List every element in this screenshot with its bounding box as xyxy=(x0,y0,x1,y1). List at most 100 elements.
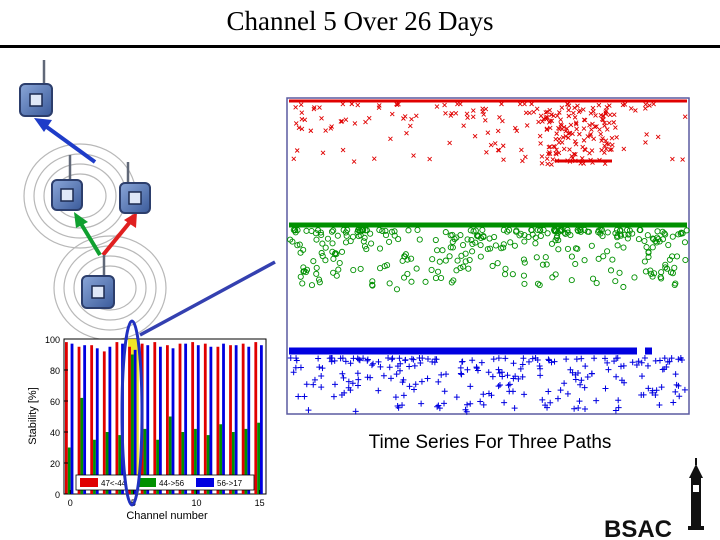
bar-ch3-s2 xyxy=(108,346,112,494)
ts-point xyxy=(521,238,528,245)
ts-point xyxy=(470,114,476,120)
ts-point xyxy=(397,360,404,367)
ts-point xyxy=(402,251,409,258)
ts-point xyxy=(485,130,491,135)
bar-ch2-s1 xyxy=(93,439,96,494)
ts-point xyxy=(401,116,406,121)
ts-point xyxy=(354,355,361,362)
ts-point xyxy=(615,397,622,404)
ts-point xyxy=(386,280,393,287)
ts-point xyxy=(537,232,544,239)
ts-point xyxy=(376,226,383,234)
ts-point xyxy=(573,151,578,157)
ts-point xyxy=(405,227,412,234)
ts-point xyxy=(500,118,505,124)
ts-point xyxy=(399,402,406,409)
ts-point xyxy=(432,236,439,244)
ts-point xyxy=(496,148,502,153)
bar-ch6-s1 xyxy=(143,428,147,494)
ts-point xyxy=(340,101,346,107)
ts-point xyxy=(389,111,395,117)
ts-point xyxy=(500,143,506,149)
ts-point xyxy=(598,131,604,137)
ts-point xyxy=(547,125,553,131)
ts-point xyxy=(391,232,398,239)
ts-point xyxy=(577,131,582,137)
ts-point xyxy=(614,134,619,140)
bar-ch13-s1 xyxy=(231,432,235,494)
ts-point xyxy=(418,378,425,385)
ts-point xyxy=(354,370,361,377)
bar-ch12-s0 xyxy=(216,346,220,494)
ts-point xyxy=(303,381,310,388)
ts-point xyxy=(662,231,669,238)
ts-point xyxy=(319,365,326,372)
legend-label: 56->17 xyxy=(217,479,243,488)
ts-point xyxy=(406,383,413,390)
ts-point xyxy=(606,120,612,126)
bar-ch0-s1 xyxy=(67,447,71,494)
ts-point xyxy=(604,229,611,236)
ts-point xyxy=(515,375,522,382)
ts-point xyxy=(320,150,326,156)
y-tick-label: 100 xyxy=(45,335,60,345)
ts-point xyxy=(311,376,318,383)
ts-point xyxy=(292,229,299,236)
ts-point xyxy=(640,391,647,398)
ts-point xyxy=(555,113,560,119)
ts-point xyxy=(502,271,509,278)
ts-point xyxy=(617,232,624,239)
ts-point xyxy=(609,135,615,141)
ts-point xyxy=(614,232,621,239)
bar-ch6-s2 xyxy=(146,345,150,494)
bar-ch1-s1 xyxy=(80,397,84,494)
ts-point xyxy=(527,110,532,116)
ts-point xyxy=(371,156,377,162)
ts-point xyxy=(424,355,431,362)
x-tick-label: 10 xyxy=(192,498,202,508)
ts-point xyxy=(470,228,477,235)
ts-point xyxy=(481,112,487,117)
bar-ch10-s0 xyxy=(191,342,195,494)
ts-point xyxy=(575,103,580,109)
ts-point xyxy=(512,125,518,131)
ts-point xyxy=(673,381,680,388)
ts-point xyxy=(581,257,588,264)
ts-point xyxy=(521,259,528,266)
ts-point xyxy=(322,257,329,264)
ts-point xyxy=(343,232,350,239)
ts-point xyxy=(369,282,376,289)
ts-point xyxy=(572,245,579,252)
ts-point xyxy=(588,110,594,116)
bar-ch1-s0 xyxy=(77,346,81,494)
ts-point xyxy=(672,388,679,395)
ts-point xyxy=(501,157,506,162)
ts-point xyxy=(539,261,546,268)
ts-point xyxy=(472,239,479,246)
y-axis-label: Stability [%] xyxy=(27,387,39,444)
ts-point xyxy=(345,378,352,385)
ts-point xyxy=(532,234,539,241)
ts-point xyxy=(330,393,337,400)
ts-point xyxy=(317,229,324,236)
ts-point xyxy=(604,141,609,146)
ts-point xyxy=(295,393,302,400)
ts-point xyxy=(432,356,439,363)
ts-point xyxy=(454,257,461,264)
ts-point xyxy=(544,404,551,411)
ts-point xyxy=(572,260,579,268)
ts-point xyxy=(554,147,559,153)
ts-point xyxy=(302,269,309,276)
ts-point xyxy=(441,400,448,407)
ts-point xyxy=(313,236,320,243)
ts-point xyxy=(554,151,559,157)
ts-point xyxy=(336,259,343,267)
ts-point xyxy=(563,356,570,363)
x-tick-label: 0 xyxy=(68,498,73,508)
ts-point xyxy=(388,136,393,142)
ts-point xyxy=(588,157,593,163)
ts-point xyxy=(328,228,336,235)
bar-ch7-s1 xyxy=(156,439,159,494)
ts-point xyxy=(369,278,376,285)
